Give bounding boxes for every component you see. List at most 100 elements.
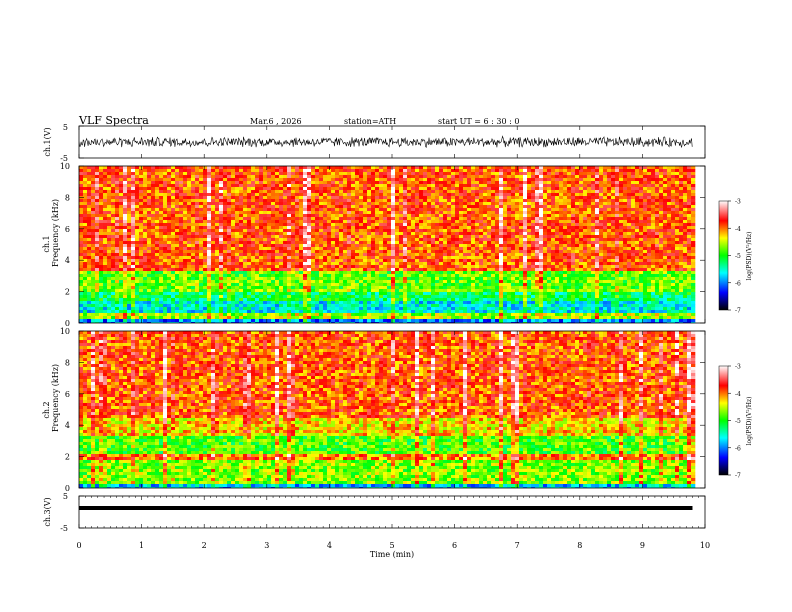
heatmap-cell <box>227 253 232 257</box>
heatmap-cell <box>231 232 236 236</box>
heatmap-cell <box>215 274 220 278</box>
heatmap-cell <box>263 265 268 269</box>
heatmap-cell <box>87 193 92 197</box>
heatmap-cell <box>147 280 152 284</box>
heatmap-cell <box>183 223 188 227</box>
heatmap-cell <box>219 304 224 308</box>
heatmap-cell <box>303 322 308 323</box>
heatmap-cell <box>395 166 400 170</box>
heatmap-cell <box>407 250 412 254</box>
heatmap-cell <box>251 166 256 170</box>
heatmap-cell <box>247 259 252 263</box>
heatmap-cell <box>287 235 292 239</box>
heatmap-cell <box>179 214 184 218</box>
heatmap-cell <box>299 202 304 206</box>
heatmap-cell <box>243 319 248 323</box>
heatmap-cell <box>207 298 212 302</box>
heatmap-cell <box>255 289 260 293</box>
heatmap-cell <box>115 256 120 260</box>
heatmap-cell <box>123 262 128 266</box>
heatmap-cell <box>111 217 116 221</box>
heatmap-cell <box>167 322 172 323</box>
heatmap-cell <box>303 304 308 308</box>
heatmap-cell <box>451 307 456 311</box>
heatmap-cell <box>143 319 148 323</box>
heatmap-cell <box>311 307 316 311</box>
heatmap-cell <box>383 319 388 323</box>
heatmap-cell <box>335 187 340 191</box>
heatmap-cell <box>175 232 180 236</box>
heatmap-cell <box>427 190 432 194</box>
heatmap-cell <box>279 223 284 227</box>
heatmap-cell <box>243 280 248 284</box>
heatmap-cell <box>115 184 120 188</box>
heatmap-cell <box>187 196 192 200</box>
heatmap-cell <box>335 232 340 236</box>
heatmap-cell <box>435 196 440 200</box>
heatmap-cell <box>403 301 408 305</box>
heatmap-cell <box>311 268 316 272</box>
heatmap-cell <box>139 316 144 320</box>
heatmap-cell <box>163 175 168 179</box>
heatmap-cell <box>443 211 448 215</box>
heatmap-cell <box>87 175 92 179</box>
heatmap-cell <box>411 172 416 176</box>
heatmap-cell <box>439 304 444 308</box>
heatmap-cell <box>419 244 424 248</box>
heatmap-cell <box>371 262 376 266</box>
heatmap-cell <box>183 208 188 212</box>
heatmap-cell <box>371 250 376 254</box>
heatmap-cell <box>259 172 264 176</box>
heatmap-cell <box>183 253 188 257</box>
heatmap-cell <box>183 259 188 263</box>
heatmap-cell <box>283 259 288 263</box>
heatmap-cell <box>307 280 312 284</box>
heatmap-cell <box>91 196 96 200</box>
heatmap-cell <box>155 319 160 323</box>
heatmap-cell <box>119 283 124 287</box>
heatmap-cell <box>279 307 284 311</box>
heatmap-cell <box>407 241 412 245</box>
heatmap-cell <box>131 289 136 293</box>
heatmap-cell <box>415 175 420 179</box>
heatmap-cell <box>351 316 356 320</box>
heatmap-cell <box>451 286 456 290</box>
heatmap-cell <box>179 259 184 263</box>
heatmap-cell <box>331 253 336 257</box>
heatmap-cell <box>187 211 192 215</box>
heatmap-cell <box>279 247 284 251</box>
heatmap-cell <box>203 235 208 239</box>
heatmap-cell <box>227 202 232 206</box>
heatmap-cell <box>259 319 264 323</box>
heatmap-cell <box>275 175 280 179</box>
heatmap-cell <box>407 253 412 257</box>
heatmap-cell <box>395 184 400 188</box>
heatmap-cell <box>415 310 420 314</box>
heatmap-cell <box>147 307 152 311</box>
heatmap-cell <box>223 166 228 170</box>
heatmap-cell <box>227 184 232 188</box>
heatmap-cell <box>187 286 192 290</box>
heatmap-cell <box>403 259 408 263</box>
heatmap-cell <box>171 211 176 215</box>
heatmap-cell <box>311 184 316 188</box>
heatmap-cell <box>427 271 432 275</box>
heatmap-cell <box>171 244 176 248</box>
heatmap-cell <box>199 235 204 239</box>
heatmap-cell <box>135 274 140 278</box>
heatmap-cell <box>239 247 244 251</box>
heatmap-cell <box>115 277 120 281</box>
heatmap-cell <box>287 205 292 209</box>
heatmap-cell <box>207 241 212 245</box>
heatmap-cell <box>371 175 376 179</box>
heatmap-cell <box>439 178 444 182</box>
heatmap-cell <box>339 217 344 221</box>
heatmap-cell <box>311 277 316 281</box>
heatmap-cell <box>95 301 100 305</box>
heatmap-cell <box>371 232 376 236</box>
heatmap-cell <box>439 289 444 293</box>
heatmap-cell <box>231 244 236 248</box>
heatmap-cell <box>323 307 328 311</box>
heatmap-cell <box>119 265 124 269</box>
heatmap-cell <box>247 187 252 191</box>
